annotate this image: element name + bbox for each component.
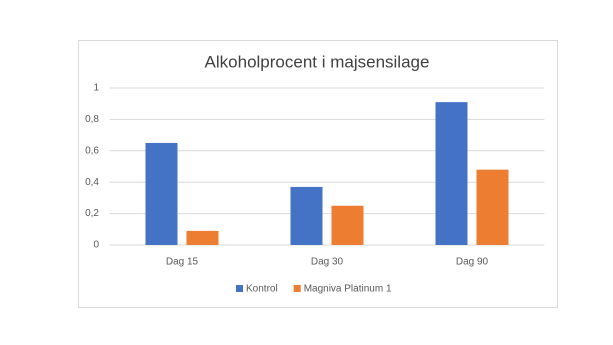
chart-title: Alkoholprocent i majsensilage (205, 52, 430, 71)
bar (290, 186, 323, 245)
y-tick-label: 0,6 (85, 145, 99, 156)
y-tick-label: 1 (93, 83, 99, 94)
y-tick-label: 0,8 (85, 114, 99, 125)
legend-swatch (293, 285, 301, 292)
bar (331, 205, 364, 245)
bar (186, 230, 219, 245)
bar (435, 102, 468, 245)
bar (476, 169, 509, 245)
y-tick-label: 0,2 (85, 208, 99, 219)
legend-swatch (236, 285, 243, 292)
legend-label: Kontrol (246, 284, 278, 295)
x-tick-label: Dag 30 (311, 257, 344, 268)
y-tick-label: 0,4 (85, 177, 99, 188)
bar (145, 142, 178, 245)
legend-label: Magniva Platinum 1 (304, 284, 392, 295)
x-tick-label: Dag 15 (166, 257, 199, 268)
y-tick-label: 0 (93, 240, 99, 251)
x-tick-label: Dag 90 (456, 257, 489, 268)
